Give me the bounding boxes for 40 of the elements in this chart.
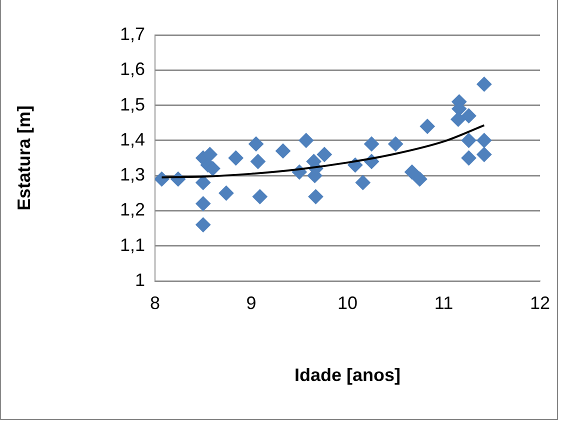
point <box>218 186 234 201</box>
x-tick-label: 8 <box>150 292 160 313</box>
point <box>250 154 266 170</box>
point <box>196 217 211 232</box>
point <box>388 136 404 152</box>
point <box>355 175 370 190</box>
y-tick-label: 1,1 <box>120 234 145 255</box>
point <box>316 146 332 162</box>
x-tick-label: 11 <box>434 292 454 313</box>
point <box>364 136 380 152</box>
y-tick-label: 1,6 <box>120 59 145 80</box>
point <box>476 146 492 162</box>
point <box>276 143 291 158</box>
point <box>420 118 435 134</box>
point <box>412 172 428 187</box>
x-tick-label: 12 <box>530 292 550 313</box>
y-tick-label: 1,7 <box>120 24 145 44</box>
y-tick-label: 1,3 <box>120 164 145 185</box>
point <box>196 196 211 212</box>
y-tick-label: 1,2 <box>120 200 145 220</box>
x-tick-label: 10 <box>337 292 358 313</box>
point <box>404 164 420 180</box>
point <box>228 150 244 166</box>
point <box>476 132 492 148</box>
point <box>450 112 466 127</box>
y-tick-label: 1,5 <box>120 94 145 114</box>
x-tick-label: 9 <box>246 292 256 313</box>
y-tick-label: 1 <box>134 270 145 290</box>
point <box>196 175 211 190</box>
y-axis-title: Estatura [m] <box>14 105 34 211</box>
point <box>298 132 314 148</box>
point <box>461 132 476 148</box>
point <box>252 189 268 204</box>
y-tick-label: 1,4 <box>120 129 145 150</box>
point <box>308 189 324 204</box>
x-axis-title: Idade [anos] <box>294 365 401 386</box>
point <box>248 136 264 152</box>
point <box>461 150 476 166</box>
point <box>476 76 492 92</box>
point <box>461 108 476 124</box>
